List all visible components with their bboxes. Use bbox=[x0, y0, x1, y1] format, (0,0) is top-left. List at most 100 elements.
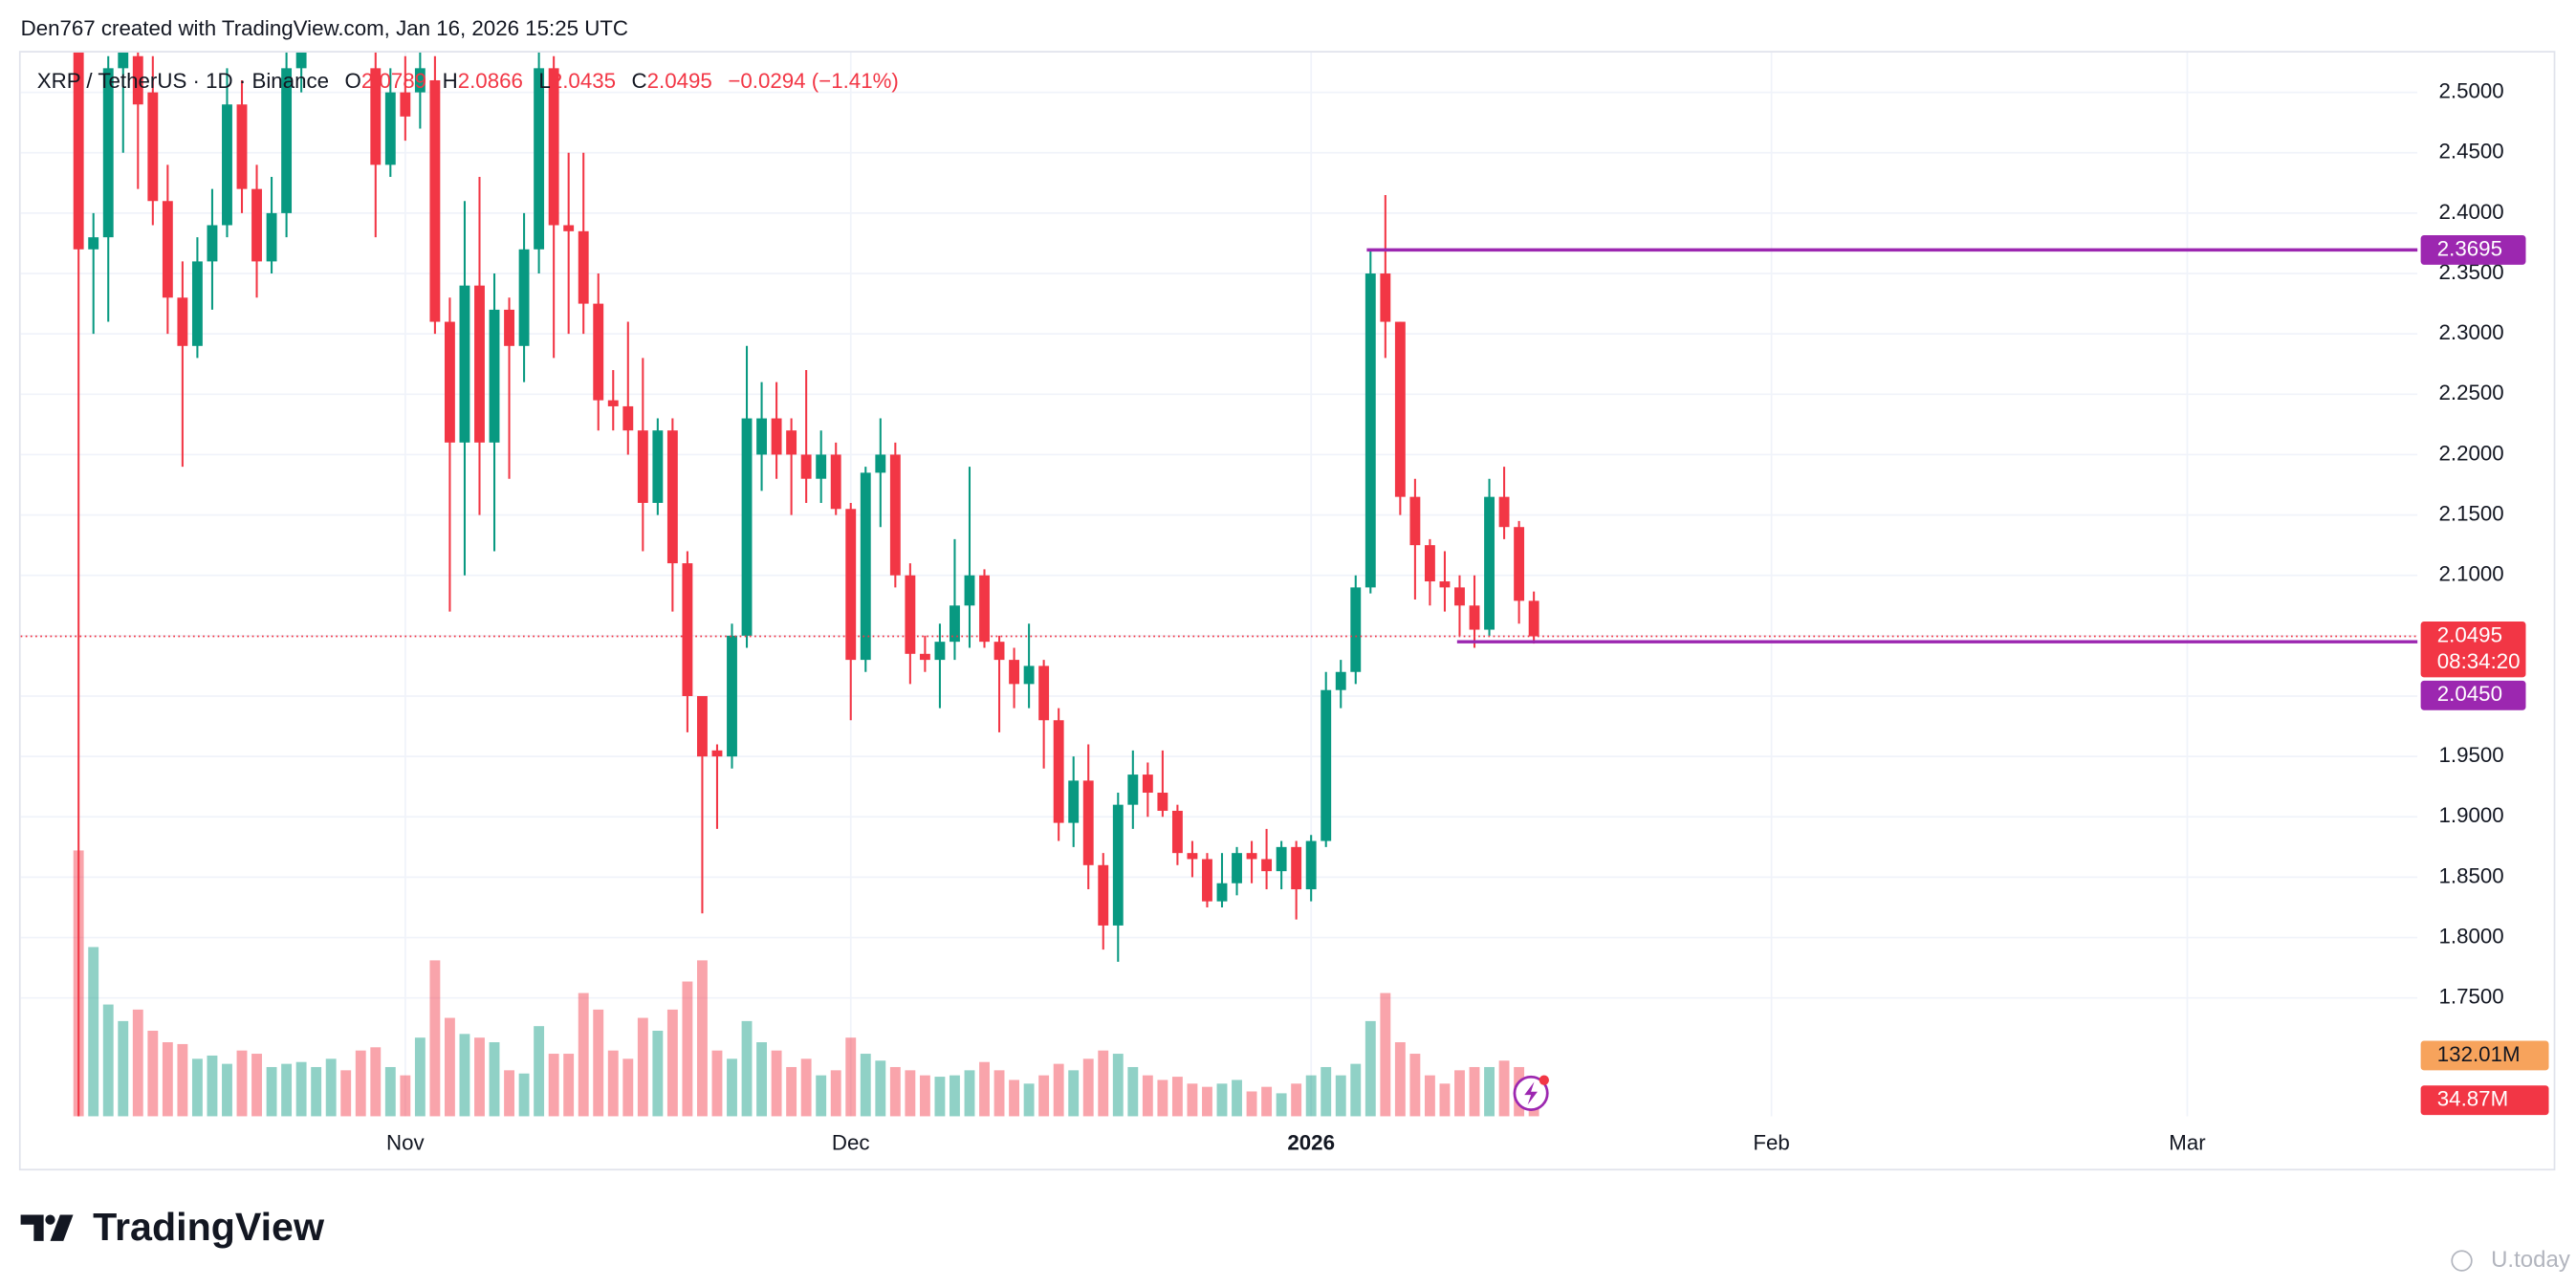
candle-body bbox=[578, 230, 589, 304]
volume-bar bbox=[459, 1034, 470, 1117]
candle-body bbox=[964, 575, 975, 606]
alert-icon[interactable] bbox=[1513, 1075, 1549, 1111]
candle-body bbox=[474, 285, 485, 443]
tradingview-logo: TradingView bbox=[20, 1205, 325, 1249]
candle-body bbox=[1335, 671, 1346, 690]
y-tick-label: 1.8500 bbox=[2439, 863, 2504, 887]
volume-bar bbox=[666, 1009, 678, 1117]
candle-body bbox=[622, 405, 634, 431]
volume-bar bbox=[444, 1017, 455, 1117]
price-label: 2.0495 bbox=[2437, 622, 2502, 646]
legend-key: O bbox=[345, 69, 361, 93]
volume-bar bbox=[1335, 1075, 1346, 1117]
volume-bar bbox=[1171, 1077, 1183, 1117]
volume-bar bbox=[1246, 1091, 1257, 1117]
candle-body bbox=[1187, 853, 1198, 860]
volume-bar bbox=[578, 993, 589, 1117]
volume-bar bbox=[1068, 1070, 1080, 1117]
volume-bar bbox=[414, 1037, 426, 1117]
candle-body bbox=[1380, 273, 1391, 322]
level-label: 2.3695 bbox=[2437, 236, 2502, 260]
volume-bar bbox=[727, 1058, 737, 1117]
volume-bar bbox=[741, 1020, 753, 1117]
volume-bar bbox=[400, 1075, 411, 1117]
candle-body bbox=[1484, 496, 1495, 630]
countdown: 08:34:20 bbox=[2437, 649, 2521, 673]
volume-bar bbox=[118, 1020, 129, 1117]
candle-body bbox=[816, 454, 827, 479]
level-box bbox=[2420, 234, 2526, 265]
volume-bar bbox=[132, 1009, 143, 1117]
candle-body bbox=[1498, 496, 1510, 528]
candle-body bbox=[1439, 581, 1451, 588]
candle-body bbox=[1409, 496, 1421, 546]
candle-body bbox=[162, 201, 173, 298]
candle-body bbox=[1321, 689, 1332, 841]
candle-body bbox=[860, 472, 871, 661]
legend-change: −0.0294 (−1.41%) bbox=[728, 69, 899, 93]
candle-body bbox=[830, 454, 841, 510]
candle-body bbox=[1171, 810, 1183, 854]
y-tick-label: 1.9500 bbox=[2439, 743, 2504, 767]
volume-bar bbox=[1409, 1054, 1421, 1117]
candle-body bbox=[1276, 846, 1287, 872]
candle-body bbox=[1142, 774, 1153, 794]
volume-bar bbox=[266, 1066, 277, 1117]
y-tick-label: 2.5000 bbox=[2439, 79, 2504, 103]
volume-bar bbox=[1291, 1083, 1302, 1117]
candle-body bbox=[1023, 665, 1035, 685]
candle-body bbox=[563, 225, 575, 231]
volume-bar bbox=[1364, 1020, 1376, 1117]
logo-text: TradingView bbox=[93, 1205, 325, 1249]
volume-bar bbox=[251, 1054, 262, 1117]
level-box bbox=[2420, 680, 2526, 710]
y-tick-label: 2.1000 bbox=[2439, 562, 2504, 586]
volume-bar bbox=[1112, 1054, 1124, 1117]
volume-bar bbox=[311, 1066, 322, 1117]
candle-body bbox=[236, 104, 248, 189]
candle-body bbox=[1454, 587, 1465, 606]
volume-bar bbox=[1009, 1080, 1020, 1117]
volume-bar bbox=[147, 1030, 159, 1117]
y-tick-label: 2.2000 bbox=[2439, 441, 2504, 465]
candle-body bbox=[993, 642, 1005, 661]
candle-body bbox=[1514, 527, 1525, 601]
volume-bar bbox=[191, 1058, 203, 1117]
volume-bar bbox=[697, 960, 708, 1117]
candle-body bbox=[88, 237, 99, 250]
legend-key: H bbox=[443, 69, 458, 93]
candle-body bbox=[548, 68, 559, 226]
volume-bar bbox=[281, 1063, 293, 1117]
volume-bar bbox=[756, 1042, 767, 1117]
candle-body bbox=[919, 653, 930, 661]
candle-body bbox=[1246, 853, 1257, 860]
x-tick-label: Dec bbox=[832, 1131, 870, 1155]
candle-body bbox=[1424, 545, 1435, 582]
candle-body bbox=[1305, 840, 1317, 890]
candle-body bbox=[518, 249, 530, 346]
volume-bar bbox=[1321, 1066, 1332, 1117]
volume-bar bbox=[88, 947, 99, 1117]
candle-body bbox=[429, 79, 441, 322]
volume-bar bbox=[1394, 1042, 1406, 1117]
candle-body bbox=[979, 575, 990, 643]
candle-body bbox=[1127, 774, 1139, 805]
candle-body bbox=[414, 68, 426, 93]
x-tick-label: 2026 bbox=[1287, 1131, 1335, 1155]
volume-bar bbox=[682, 981, 693, 1117]
legend-value: 2.0866 bbox=[458, 69, 523, 93]
level-label: 2.0450 bbox=[2437, 682, 2502, 706]
volume-bar bbox=[1261, 1086, 1273, 1117]
candle-body bbox=[1112, 804, 1124, 926]
volume-bar bbox=[325, 1058, 337, 1117]
volume-bar bbox=[593, 1009, 604, 1117]
candle-body bbox=[384, 92, 396, 165]
candle-body bbox=[905, 575, 916, 654]
candle-body bbox=[1350, 587, 1362, 672]
volume-bar bbox=[1142, 1075, 1153, 1117]
candle-body bbox=[889, 454, 901, 576]
candle-body bbox=[504, 309, 514, 346]
legend-value: 2.0435 bbox=[551, 69, 616, 93]
volume-bar bbox=[889, 1066, 901, 1117]
